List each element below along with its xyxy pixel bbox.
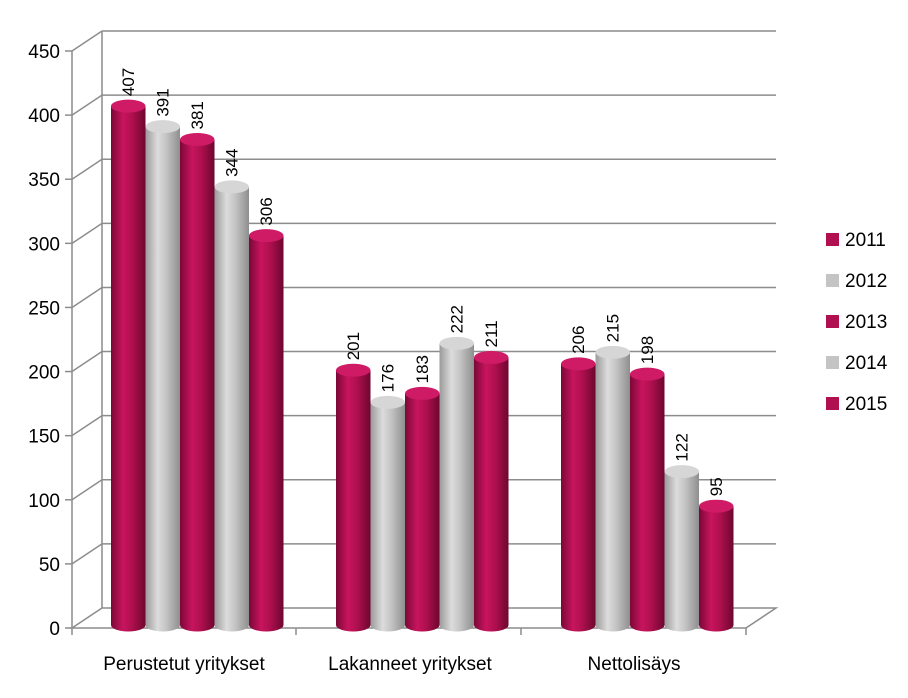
- bar: [249, 229, 284, 632]
- gridline-diagonal: [71, 350, 103, 373]
- bar: [111, 99, 146, 632]
- legend-swatch: [826, 274, 839, 287]
- data-label: 344: [223, 149, 242, 177]
- bar: [595, 345, 630, 632]
- y-tick-label: 150: [28, 427, 60, 448]
- bar-cap: [249, 229, 284, 243]
- axes: 0 50 100 150 200 250 300 350 400 450 Perustetut yr…: [28, 42, 747, 675]
- gridline-diagonal: [71, 94, 103, 116]
- gridline-diagonal: [71, 158, 103, 180]
- legend-swatch: [826, 233, 839, 246]
- bar-cap: [630, 367, 665, 381]
- data-label: 95: [707, 477, 726, 496]
- bar-body: [439, 343, 474, 632]
- data-label: 176: [379, 364, 398, 392]
- bar-cap: [214, 180, 249, 194]
- bar-body: [145, 126, 180, 632]
- bar-cap: [474, 350, 509, 364]
- legend-label: 2011: [845, 230, 886, 251]
- bar-cap: [336, 363, 371, 377]
- legend-swatch: [826, 356, 839, 369]
- bar-body: [595, 352, 630, 632]
- y-tick-label: 250: [28, 298, 60, 319]
- legend-label: 2015: [845, 394, 887, 415]
- data-label: 183: [413, 355, 432, 383]
- bar-cap: [405, 386, 440, 400]
- data-label: 201: [344, 332, 363, 360]
- data-label: 206: [569, 325, 588, 353]
- bar-body: [405, 393, 440, 632]
- bar-cap: [595, 345, 630, 359]
- bar-body: [249, 235, 284, 632]
- bar-cap: [664, 465, 699, 479]
- data-label: 391: [154, 88, 173, 116]
- bar: [370, 395, 405, 632]
- gridline-diagonal: [71, 479, 103, 501]
- bar: [664, 465, 699, 632]
- bar-body: [214, 186, 249, 632]
- legend-swatch: [826, 397, 839, 410]
- y-tick-label: 50: [39, 555, 60, 576]
- data-label: 306: [257, 197, 276, 225]
- legend: 2011 2012 2013 2014 2015: [826, 230, 888, 415]
- bar-body: [630, 374, 665, 632]
- bar-cap: [370, 395, 405, 409]
- data-label: 215: [604, 314, 623, 342]
- legend-label: 2013: [845, 312, 887, 333]
- bar-cap: [699, 499, 734, 513]
- legend-label: 2014: [845, 353, 888, 374]
- data-label: 407: [119, 68, 138, 96]
- y-tick-label: 100: [28, 491, 60, 512]
- bar: [336, 363, 371, 632]
- legend-label: 2012: [845, 271, 887, 292]
- data-label: 211: [482, 320, 501, 347]
- bar-body: [180, 139, 215, 632]
- bar-cap: [561, 357, 596, 371]
- y-tick-label: 200: [28, 363, 60, 384]
- bar-body: [336, 370, 371, 632]
- bar-body: [664, 471, 699, 632]
- bar-body: [699, 506, 734, 632]
- bar-cap: [439, 336, 474, 350]
- gridline-diagonal: [71, 543, 103, 565]
- data-label: 222: [448, 305, 467, 333]
- y-tick-label: 400: [28, 106, 60, 127]
- x-category-label: Lakanneet yritykset: [328, 654, 492, 675]
- x-category-label: Perustetut yritykset: [103, 654, 265, 675]
- y-tick-label: 350: [28, 170, 60, 191]
- bar-cap: [111, 99, 146, 113]
- gridline-diagonal: [71, 415, 103, 437]
- gridline-diagonal: [71, 222, 103, 244]
- data-label: 198: [638, 336, 657, 364]
- bar-cap: [180, 132, 215, 146]
- bar: [439, 336, 474, 632]
- bar: [699, 499, 734, 632]
- bar-body: [474, 357, 509, 632]
- data-labels: 407 201 206 391 176 215 381 183 198 344 222 122 306 2…: [119, 68, 726, 496]
- bar: [630, 367, 665, 632]
- y-tick-label: 450: [28, 42, 60, 63]
- bar-body: [561, 363, 596, 632]
- data-label: 122: [673, 433, 692, 461]
- y-tick-label: 0: [49, 619, 60, 640]
- bar-cap: [145, 120, 180, 134]
- bar: [145, 120, 180, 632]
- x-category-label: Nettolisäys: [588, 654, 681, 675]
- bar-body: [370, 402, 405, 632]
- data-label: 381: [188, 101, 207, 129]
- bar: [180, 132, 215, 632]
- bars: [111, 99, 734, 632]
- bar-body: [111, 106, 146, 632]
- gridline-diagonal: [71, 30, 103, 52]
- gridline-diagonal: [71, 286, 103, 309]
- bar: [214, 180, 249, 632]
- bar: [474, 350, 509, 632]
- bar: [561, 357, 596, 632]
- bar: [405, 386, 440, 632]
- y-tick-label: 300: [28, 234, 60, 255]
- legend-swatch: [826, 315, 839, 328]
